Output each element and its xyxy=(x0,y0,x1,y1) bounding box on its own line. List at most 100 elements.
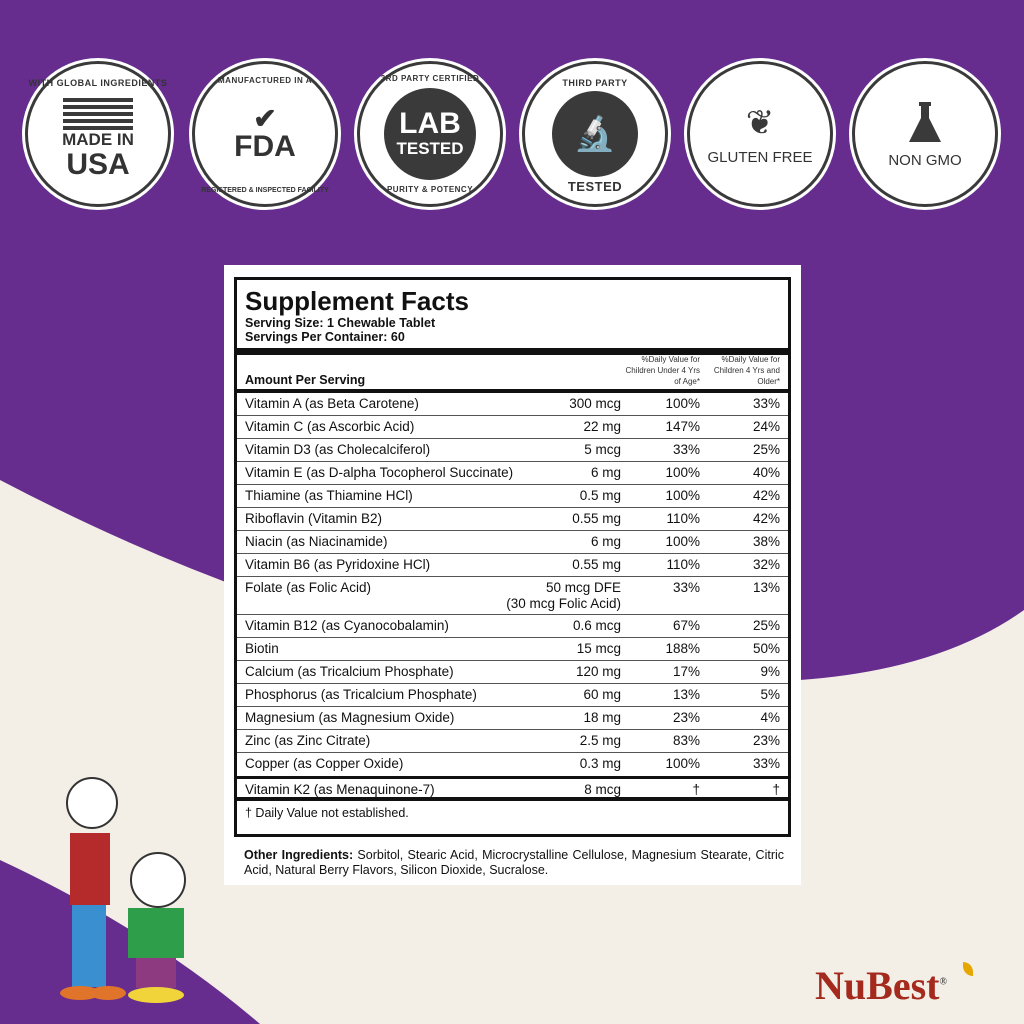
table-row: Vitamin C (as Ascorbic Acid) 22 mg 147% 24% xyxy=(237,416,788,439)
badge-main-text: FDA xyxy=(234,130,296,163)
nutrient-amount: 50 mcg DFE (30 mcg Folic Acid) xyxy=(506,580,621,614)
nutrient-dv2: 33% xyxy=(752,396,780,411)
nutrient-dv2: 33% xyxy=(752,756,780,771)
table-header: Amount Per Serving %Daily Value for Chil… xyxy=(237,355,788,393)
nutrient-dv1: 67% xyxy=(672,618,700,633)
badge-ring-text: WITH GLOBAL INGREDIENTS xyxy=(28,78,168,88)
nutrient-dv2: 4% xyxy=(760,710,780,725)
label-title: Supplement Facts xyxy=(245,286,469,316)
microscope-icon: 🔬 xyxy=(573,115,617,153)
badge-big-text: USA xyxy=(66,148,130,181)
made-in-usa-badge: WITH GLOBAL INGREDIENTS MADE IN USA xyxy=(25,61,171,207)
badge-main-text: LAB xyxy=(399,107,461,140)
other-ingredients-text: Sorbitol, Stearic Acid, Microcrystalline… xyxy=(244,848,785,877)
registered-mark: ® xyxy=(939,976,947,988)
nutrient-amount: 2.5 mg xyxy=(579,733,621,748)
table-row: Calcium (as Tricalcium Phosphate) 120 mg 1… xyxy=(237,661,788,684)
table-row-k2: Vitamin K2 (as Menaquinone-7) 8 mcg † † xyxy=(237,776,788,801)
nutrient-amount: 0.6 mcg xyxy=(572,618,621,633)
badge-ring-text: MANUFACTURED IN A xyxy=(218,76,312,85)
badge-ring-text: THIRD PARTY xyxy=(562,78,628,88)
nutrient-dv1: 83% xyxy=(672,733,700,748)
table-row: Biotin 15 mcg 188% 50% xyxy=(237,638,788,661)
nutrient-name: Phosphorus (as Tricalcium Phosphate) xyxy=(245,687,477,702)
table-row: Niacin (as Niacinamide) 6 mg 100% 38% xyxy=(237,531,788,554)
nutrient-amount: 0.3 mg xyxy=(579,756,621,771)
table-row: Magnesium (as Magnesium Oxide) 18 mg 23% 4% xyxy=(237,707,788,730)
nutrient-name: Vitamin B6 (as Pyridoxine HCl) xyxy=(245,557,431,572)
nutrient-dv2: 50% xyxy=(752,641,780,656)
table-row: Riboflavin (Vitamin B2) 0.55 mg 110% 42% xyxy=(237,508,788,531)
badge-main-text: GLUTEN FREE xyxy=(707,148,813,166)
nutrient-name: Thiamine (as Thiamine HCl) xyxy=(245,488,413,503)
badge-main-text: MADE IN xyxy=(62,130,134,149)
nutrient-amount: 18 mg xyxy=(583,710,621,725)
nutrient-dv1: 33% xyxy=(672,580,700,595)
nutrient-name: Vitamin A (as Beta Carotene) xyxy=(245,396,419,411)
nutrient-name: Biotin xyxy=(245,641,279,656)
brand-name: NuBest xyxy=(815,963,940,1008)
nutrient-dv2: 5% xyxy=(760,687,780,702)
table-row: Vitamin E (as D-alpha Tocopherol Succina… xyxy=(237,462,788,485)
nutrient-dv1: 110% xyxy=(666,557,700,572)
nutrient-dv1: 13% xyxy=(672,687,700,702)
nutrient-dv1: 17% xyxy=(672,664,700,679)
table-row: Vitamin D3 (as Cholecalciferol) 5 mcg 33% 2… xyxy=(237,439,788,462)
nubest-logo: NuBest® xyxy=(815,962,947,1009)
nutrient-rows: Vitamin A (as Beta Carotene) 300 mcg 100% 3… xyxy=(237,393,788,776)
other-ingredients-label: Other Ingredients: xyxy=(244,848,354,862)
wheat-icon: ❦ xyxy=(745,103,775,142)
flask-icon xyxy=(909,101,941,142)
nutrient-dv2: 24% xyxy=(752,419,780,434)
leaf-icon xyxy=(963,962,973,976)
nutrient-dv1: 33% xyxy=(672,442,700,457)
nutrient-dv2: 25% xyxy=(752,618,780,633)
servings-per-container: Servings Per Container: 60 xyxy=(245,330,405,344)
us-flag-icon xyxy=(63,98,133,130)
nutrient-dv2: 42% xyxy=(752,511,780,526)
table-row: Vitamin A (as Beta Carotene) 300 mcg 100% 3… xyxy=(237,393,788,416)
nutrient-dv2: 13% xyxy=(752,580,780,595)
badge-ring-text-2: PURITY & POTENCY xyxy=(386,185,474,194)
nutrient-name: Zinc (as Zinc Citrate) xyxy=(245,733,371,748)
nutrient-dv2: 25% xyxy=(752,442,780,457)
badge-ring-text-2: TESTED xyxy=(567,179,623,194)
nutrient-amount-line-2: (30 mcg Folic Acid) xyxy=(506,596,621,611)
badge-big-text: TESTED xyxy=(396,139,464,158)
table-row: Phosphorus (as Tricalcium Phosphate) 60 m… xyxy=(237,684,788,707)
dv-4plus-header: %Daily Value for Children 4 Yrs and Olde… xyxy=(713,355,780,386)
nutrient-dv1: 100% xyxy=(665,488,700,503)
table-row: Vitamin B6 (as Pyridoxine HCl) 0.55 mg 110… xyxy=(237,554,788,577)
nutrient-name: Niacin (as Niacinamide) xyxy=(245,534,388,549)
supplement-facts-label: Supplement Facts Serving Size: 1 Chewabl… xyxy=(224,265,801,885)
nutrient-amount: 300 mcg xyxy=(569,396,621,411)
lab-tested-badge: 3RD PARTY CERTIFIED LAB TESTED PURITY & … xyxy=(357,61,503,207)
badge-main-text: NON GMO xyxy=(888,151,962,169)
other-ingredients: Other Ingredients: Sorbitol, Stearic Aci… xyxy=(244,848,784,878)
serving-size: Serving Size: 1 Chewable Tablet xyxy=(245,316,436,330)
nutrient-dv1: 100% xyxy=(665,756,700,771)
gluten-free-badge: ❦ GLUTEN FREE xyxy=(687,61,833,207)
cartoon-kids-illustration xyxy=(60,777,186,1003)
nutrient-name: Calcium (as Tricalcium Phosphate) xyxy=(245,664,454,679)
nutrient-name: Copper (as Copper Oxide) xyxy=(245,756,404,771)
nutrient-dv1: 110% xyxy=(666,511,700,526)
nutrient-name: Vitamin K2 (as Menaquinone-7) xyxy=(245,782,435,797)
nutrient-name: Riboflavin (Vitamin B2) xyxy=(245,511,383,526)
nutrient-amount: 5 mcg xyxy=(584,442,621,457)
table-row: Copper (as Copper Oxide) 0.3 mg 100% 33% xyxy=(237,753,788,776)
table-row: Folate (as Folic Acid) 50 mcg DFE (30 mcg … xyxy=(237,577,788,615)
nutrient-dv2: 38% xyxy=(752,534,780,549)
third-party-tested-badge: THIRD PARTY 🔬 TESTED xyxy=(522,61,668,207)
footnote: † Daily Value not established. xyxy=(245,806,409,820)
nutrient-name: Vitamin E (as D-alpha Tocopherol Succina… xyxy=(245,465,514,480)
nutrient-dv1: 188% xyxy=(665,641,700,656)
nutrient-dv1: 147% xyxy=(665,419,700,434)
fda-badge: ✔ FDA MANUFACTURED IN A REGISTERED & INS… xyxy=(192,61,338,207)
nutrient-dv1: 100% xyxy=(665,534,700,549)
nutrient-amount: 6 mg xyxy=(590,465,621,480)
nutrient-name: Folate (as Folic Acid) xyxy=(245,580,372,595)
nutrient-dv2: 23% xyxy=(752,733,780,748)
nutrient-dv2: 32% xyxy=(752,557,780,572)
nutrient-amount: 0.55 mg xyxy=(572,511,621,526)
